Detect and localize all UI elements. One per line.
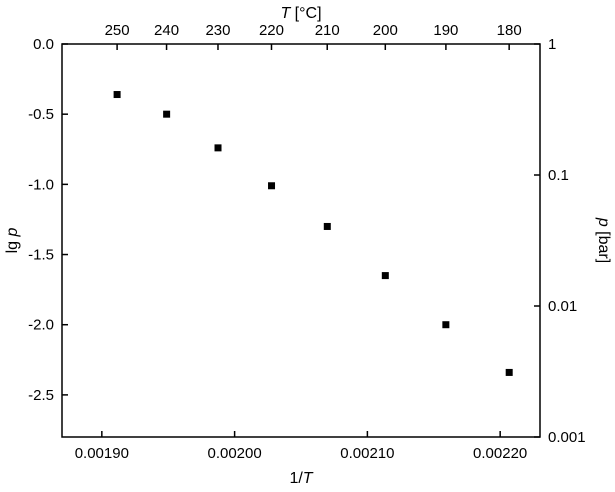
right-tick-label: 0.1 [548,167,569,184]
bottom-tick-label: 0.00210 [340,445,394,462]
top-tick-label: 250 [105,22,130,39]
right-tick-label: 0.01 [548,298,577,315]
top-tick-label: 230 [205,22,230,39]
top-tick-label: 210 [315,22,340,39]
left-tick-label: -2.5 [28,387,54,404]
data-point [214,144,222,152]
plot-border [61,43,541,438]
data-point [323,222,331,230]
top-tick-label: 220 [259,22,284,39]
left-tick-label: -2.0 [28,317,54,334]
top-tick-label: 190 [433,22,458,39]
data-point [163,110,171,118]
right-tick-label: 0.001 [548,429,586,446]
bottom-tick-label: 0.00220 [473,445,527,462]
data-point [442,321,450,329]
top-tick-label: 240 [154,22,179,39]
data-point [505,368,513,376]
bottom-axis-title: 1/T [289,470,313,487]
left-tick-label: -0.5 [28,106,54,123]
right-tick-label: 1 [548,36,556,53]
bottom-tick-label: 0.00200 [207,445,261,462]
left-axis-title: lg p [4,228,21,254]
data-point [268,182,276,190]
top-axis-title: T [°C] [280,5,321,22]
data-point [381,272,389,280]
right-axis-title: p [bar] [595,217,612,263]
top-tick-label: 200 [373,22,398,39]
left-tick-label: 0.0 [33,36,54,53]
left-tick-label: -1.0 [28,176,54,193]
data-point [113,91,121,99]
top-tick-label: 180 [497,22,522,39]
left-tick-label: -1.5 [28,247,54,264]
bottom-tick-label: 0.00190 [75,445,129,462]
